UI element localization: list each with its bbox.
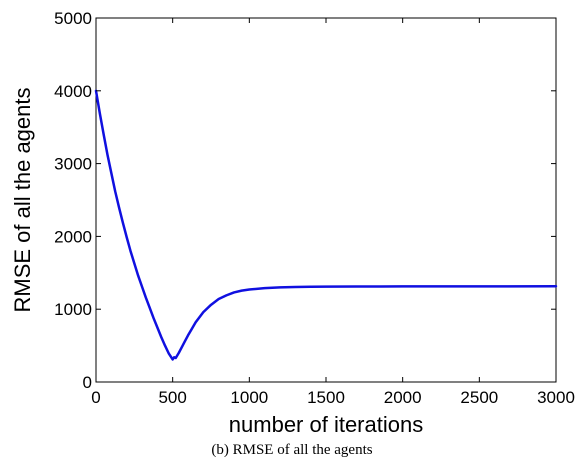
axes-frame <box>95 17 557 383</box>
y-tick-label: 2000 <box>54 227 92 246</box>
x-tick-label: 1000 <box>230 388 268 407</box>
y-tick-label: 4000 <box>54 82 92 101</box>
x-axis-ticks: 0 500 1000 1500 2000 2500 3000 <box>91 18 575 407</box>
x-tick-label: 2000 <box>384 388 422 407</box>
x-tick-label: 1500 <box>307 388 345 407</box>
y-axis-ticks: 0 1000 2000 3000 4000 5000 <box>54 9 556 392</box>
y-tick-label: 1000 <box>54 300 92 319</box>
y-tick-label: 3000 <box>54 155 92 174</box>
rmse-line-chart: 0 500 1000 1500 2000 2500 3000 0 1000 2000 3000 40… <box>10 9 575 437</box>
series-line-0 <box>94 89 558 361</box>
x-tick-label: 2500 <box>460 388 498 407</box>
y-axis-label: RMSE of all the agents <box>10 87 35 312</box>
plot-area <box>94 17 558 383</box>
x-axis-label: number of iterations <box>229 412 423 437</box>
x-tick-label: 500 <box>158 388 186 407</box>
figure-caption: (b) RMSE of all the agents <box>211 442 373 458</box>
x-tick-label: 3000 <box>537 388 575 407</box>
x-tick-label: 0 <box>91 388 100 407</box>
y-tick-label: 0 <box>83 373 92 392</box>
y-tick-label: 5000 <box>54 9 92 28</box>
